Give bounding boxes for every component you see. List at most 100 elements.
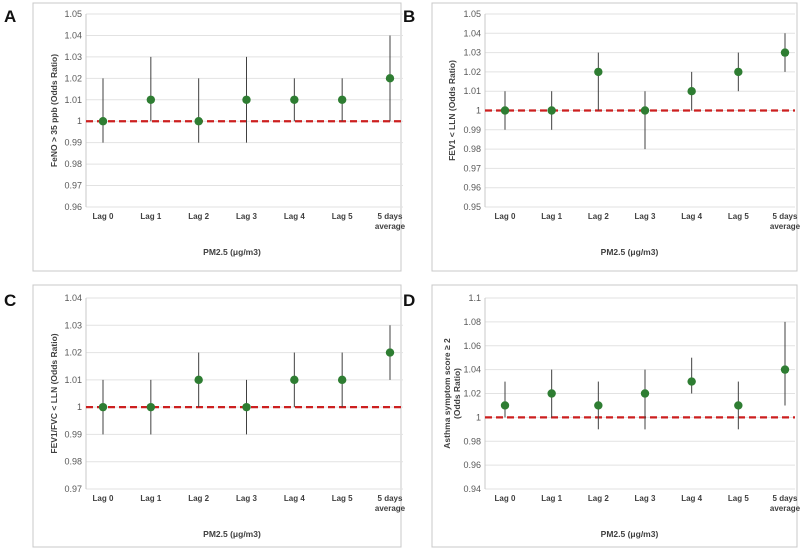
data-point [146, 95, 156, 104]
y-tick-label: 1.04 [463, 365, 481, 375]
x-tick-label: 5 days [773, 494, 798, 503]
data-point [98, 117, 108, 126]
data-point [146, 402, 156, 412]
data-point [194, 117, 203, 126]
x-axis-label: PM2.5 (μg/m3) [601, 529, 659, 539]
x-tick-label: Lag 5 [728, 212, 749, 221]
x-tick-label: Lag 3 [236, 212, 257, 221]
y-tick-label: 0.98 [64, 457, 82, 467]
chart-panel-b: 0.95 0.96 0.97 0.98 0.99 1 1.01 1.02 1.03 1.04 1.0… [403, 2, 800, 272]
data-point [337, 375, 347, 385]
x-axis-label: PM2.5 (μg/m3) [203, 247, 261, 257]
data-point [687, 377, 696, 386]
data-point [290, 95, 299, 104]
y-tick-label: 1.04 [64, 293, 82, 303]
panel-frame [32, 284, 402, 548]
y-tick-label: 1.01 [463, 86, 481, 96]
y-tick-label: 0.99 [64, 138, 82, 148]
panel-frame [431, 284, 798, 548]
y-tick-label: 1.03 [64, 320, 82, 330]
data-point [98, 402, 108, 412]
data-point [594, 67, 603, 77]
y-tick-label: 0.97 [64, 484, 82, 494]
panel-frame [431, 2, 798, 272]
x-tick-label: Lag 4 [681, 212, 702, 221]
y-tick-label: 0.98 [64, 159, 82, 169]
data-point [640, 106, 650, 115]
x-tick-label: Lag 3 [635, 212, 656, 221]
panel-letter: A [4, 7, 16, 26]
y-tick-label: 1.06 [463, 341, 481, 351]
y-tick-label: 1.1 [468, 293, 481, 303]
panel-frame [32, 2, 402, 272]
y-tick-label: 0.96 [64, 202, 82, 212]
data-point [687, 87, 696, 96]
x-tick-label: Lag 1 [541, 494, 562, 503]
panel-letter: B [403, 7, 415, 26]
y-axis-label: Asthma symptom score ≥ 2 [442, 338, 452, 449]
y-axis-label: FeNO > 35 ppb (Odds Ratio) [49, 54, 59, 167]
y-tick-label: 1.01 [64, 375, 82, 385]
y-tick-label: 1.04 [64, 30, 82, 40]
y-tick-label: 1.08 [463, 317, 481, 327]
y-tick-label: 1.02 [64, 348, 82, 358]
y-tick-label: 1.05 [463, 9, 481, 19]
chart-panel-a: 0.96 0.97 0.98 0.99 1 1.01 1.02 1.03 1.04 1.05 Lag… [4, 2, 406, 272]
y-tick-label: 0.99 [463, 125, 481, 135]
x-tick-label: average [770, 222, 800, 231]
data-point [385, 348, 395, 357]
data-point [640, 389, 650, 398]
y-tick-label: 1.01 [64, 95, 82, 105]
x-tick-label: Lag 0 [93, 494, 114, 503]
data-point [780, 365, 790, 374]
x-tick-label: Lag 5 [332, 212, 353, 221]
y-tick-label: 0.97 [463, 163, 481, 173]
x-tick-label: average [375, 222, 406, 231]
data-point [734, 401, 743, 410]
y-tick-label: 0.95 [463, 202, 481, 212]
data-point [500, 401, 510, 410]
data-point [594, 401, 603, 410]
data-point [194, 375, 203, 385]
y-tick-label: 0.96 [463, 460, 481, 470]
data-point [547, 389, 556, 398]
x-tick-label: Lag 3 [236, 494, 257, 503]
data-point [290, 375, 299, 385]
x-tick-label: average [770, 504, 800, 513]
y-axis-label: (Odds Ratio) [452, 368, 462, 419]
data-point [242, 95, 251, 104]
y-tick-label: 1 [476, 412, 481, 422]
y-tick-label: 1.02 [463, 67, 481, 77]
x-axis-label: PM2.5 (μg/m3) [203, 529, 261, 539]
y-tick-label: 1.03 [64, 52, 82, 62]
y-tick-label: 1.02 [64, 73, 82, 83]
x-axis-label: PM2.5 (μg/m3) [601, 247, 659, 257]
x-tick-label: Lag 2 [188, 494, 209, 503]
y-tick-label: 0.98 [463, 144, 481, 154]
y-tick-label: 1.03 [463, 48, 481, 58]
x-tick-label: Lag 0 [495, 212, 516, 221]
x-tick-label: Lag 1 [140, 494, 161, 503]
chart-panel-d: 0.94 0.96 0.98 1 1.02 1.04 1.06 1.08 1.1 Lag 0 Lag… [403, 284, 800, 548]
data-point [500, 106, 510, 115]
x-tick-label: Lag 1 [140, 212, 161, 221]
y-axis-label: FEV1 < LLN (Odds Ratio) [447, 60, 457, 161]
x-tick-label: Lag 4 [284, 212, 305, 221]
y-tick-label: 0.99 [64, 429, 82, 439]
data-point [734, 67, 743, 77]
y-tick-label: 0.98 [463, 436, 481, 446]
data-point [242, 402, 251, 412]
x-tick-label: Lag 0 [495, 494, 516, 503]
x-tick-label: 5 days [378, 494, 403, 503]
y-tick-label: 1 [476, 106, 481, 116]
y-tick-label: 0.97 [64, 181, 82, 191]
x-tick-label: average [375, 504, 406, 513]
data-point [780, 48, 790, 57]
y-tick-label: 1 [77, 402, 82, 412]
x-tick-label: Lag 0 [93, 212, 114, 221]
x-tick-label: Lag 2 [188, 212, 209, 221]
y-tick-label: 1.04 [463, 28, 481, 38]
x-tick-label: Lag 4 [681, 494, 702, 503]
x-tick-label: Lag 4 [284, 494, 305, 503]
y-tick-label: 1 [77, 116, 82, 126]
